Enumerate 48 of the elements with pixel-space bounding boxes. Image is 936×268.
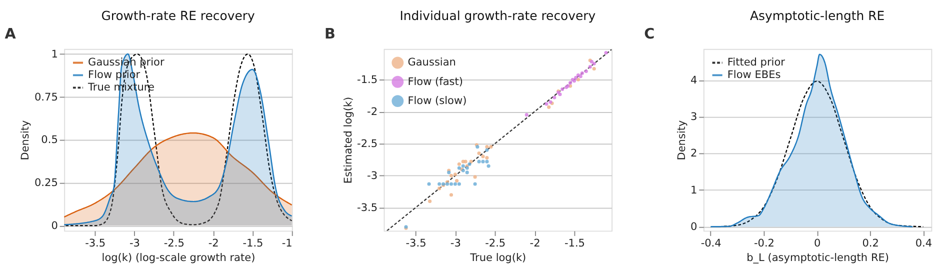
chart-title: Individual growth-rate recovery <box>400 8 596 24</box>
legend-label: Fitted prior <box>727 56 786 69</box>
legend-label: Flow (slow) <box>408 94 467 107</box>
y-tick-label: -3.5 <box>357 202 378 214</box>
y-tick-label: 0 <box>51 220 58 232</box>
x-tick-label: -3.5 <box>406 238 426 250</box>
x-tick-label: -3 <box>450 238 461 250</box>
y-tick-label: 3 <box>690 111 698 124</box>
text: B <box>324 26 336 42</box>
x-tick-label: -1 <box>282 238 292 250</box>
x-axis-title: True log(k) <box>469 252 526 264</box>
y-axis-title: Estimated log(k) <box>342 96 354 184</box>
chart-title: Growth-rate RE recovery <box>101 8 255 24</box>
x-tick-label: -2 <box>530 238 540 250</box>
x-axis-title: b_L (asymptotic-length RE) <box>746 252 890 264</box>
y-axis-title: Density <box>676 120 688 160</box>
y-tick-label: 4 <box>690 74 698 86</box>
x-tick-label: -2 <box>208 238 219 250</box>
x-tick-label: -0.4 <box>700 238 722 250</box>
legend-label: Flow (fast) <box>408 76 464 88</box>
x-tick-label: -1.5 <box>242 238 264 250</box>
y-tick-label: -1.5 <box>357 74 378 86</box>
x-tick-label: 0.2 <box>862 238 879 250</box>
x-tick-label: 0.4 <box>915 238 932 250</box>
legend-label: Gaussian <box>408 56 456 69</box>
text: C <box>644 26 655 42</box>
y-tick-label: -2.5 <box>357 138 378 150</box>
y-tick-label: 0.5 <box>41 134 58 146</box>
y-tick-label: 1 <box>51 48 58 60</box>
y-tick-label: 2 <box>690 148 698 160</box>
legend-label: Flow EBEs <box>727 69 781 82</box>
y-tick-label: 1 <box>690 184 698 196</box>
x-tick-label: -1.5 <box>564 238 585 250</box>
y-tick-label: -2 <box>367 106 378 118</box>
x-tick-label: -2.5 <box>485 238 506 250</box>
y-tick-label: 0 <box>690 221 698 234</box>
x-tick-label: 0 <box>814 238 821 250</box>
x-tick-label: -3.5 <box>85 238 106 250</box>
x-tick-label: -2.5 <box>164 238 184 250</box>
chart-title: Asymptotic-length RE <box>750 8 885 24</box>
y-tick-label: 0.25 <box>34 177 58 190</box>
x-axis-title: log(k) (log-scale growth rate) <box>102 252 256 264</box>
y-tick-label: 0.75 <box>34 91 58 104</box>
y-tick-label: -3 <box>367 170 378 182</box>
x-tick-label: -0.2 <box>754 238 775 250</box>
x-tick-label: -3 <box>130 238 140 250</box>
text: A <box>4 26 17 42</box>
y-axis-title: Density <box>20 120 32 160</box>
